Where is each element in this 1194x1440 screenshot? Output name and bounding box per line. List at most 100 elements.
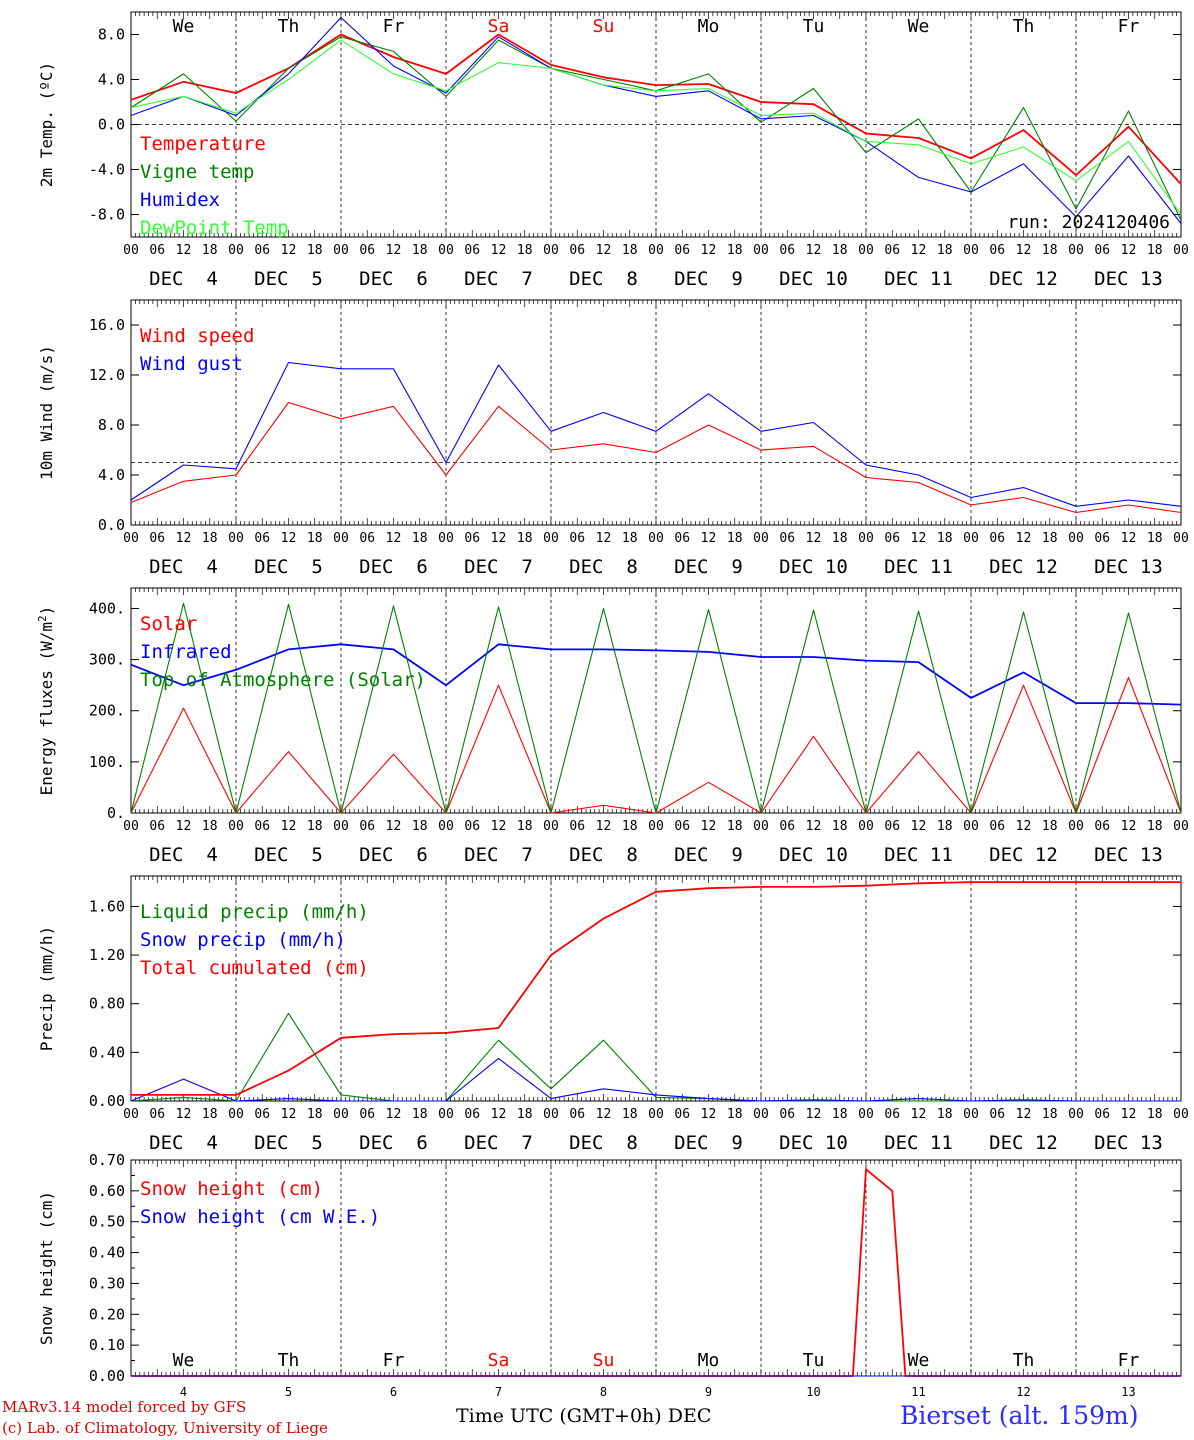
hour-tick-label: 12	[386, 531, 402, 546]
hour-tick-label: 18	[1147, 819, 1163, 834]
weekday-label-top: Fr	[383, 16, 405, 37]
legend-entry: Liquid precip (mm/h)	[140, 901, 369, 923]
hour-tick-label: 12	[806, 1107, 822, 1122]
hour-tick-label: 18	[307, 819, 323, 834]
date-label: DEC 12	[989, 556, 1058, 578]
hour-tick-label: 12	[806, 531, 822, 546]
date-label: DEC 13	[1094, 268, 1163, 290]
run-label: run: 2024120406	[1007, 212, 1170, 233]
hour-tick-label: 06	[989, 1107, 1005, 1122]
hour-tick-label: 00	[333, 531, 349, 546]
hour-tick-label: 18	[517, 243, 533, 258]
hour-tick-label: 06	[884, 819, 900, 834]
hour-tick-label: 00	[1068, 1107, 1084, 1122]
weekday-label-top: Su	[593, 16, 615, 37]
date-label: DEC 9	[674, 844, 743, 866]
hour-tick-label: 06	[674, 1107, 690, 1122]
y-tick-label: 0.50	[89, 1213, 125, 1231]
hour-tick-label: 00	[858, 243, 874, 258]
hour-tick-label: 18	[1147, 243, 1163, 258]
hour-tick-label: 06	[1094, 819, 1110, 834]
hour-tick-label: 06	[779, 531, 795, 546]
hour-tick-label: 00	[753, 531, 769, 546]
y-axis-title: Snow height (cm)	[37, 1191, 56, 1345]
hour-tick-label: 12	[701, 819, 717, 834]
y-tick-label: 0.60	[89, 1182, 125, 1200]
y-tick-label: 4.0	[98, 71, 125, 89]
date-label: DEC 9	[674, 268, 743, 290]
hour-tick-label: 06	[359, 531, 375, 546]
date-label: DEC 5	[254, 556, 323, 578]
date-label: DEC 4	[149, 1132, 218, 1154]
weekday-label-bottom: Fr	[383, 1350, 405, 1371]
y-tick-label: -4.0	[89, 161, 125, 179]
hour-tick-label: 12	[281, 531, 297, 546]
hour-tick-label: 06	[569, 243, 585, 258]
hour-tick-label: 00	[648, 243, 664, 258]
hour-tick-label: 18	[517, 531, 533, 546]
day-number: 10	[806, 1385, 820, 1399]
y-tick-label: 300.	[89, 651, 125, 669]
hour-tick-label: 18	[517, 819, 533, 834]
hour-tick-label: 18	[832, 531, 848, 546]
weekday-label-top: Th	[1013, 16, 1035, 37]
hour-tick-label: 06	[149, 243, 165, 258]
date-label: DEC 8	[569, 556, 638, 578]
hour-tick-label: 00	[963, 819, 979, 834]
hour-tick-label: 12	[1016, 1107, 1032, 1122]
hour-tick-label: 00	[1173, 819, 1189, 834]
day-number: 8	[600, 1385, 607, 1399]
hour-tick-label: 06	[989, 243, 1005, 258]
hour-tick-label: 00	[858, 819, 874, 834]
hour-tick-label: 06	[359, 819, 375, 834]
day-number: 11	[911, 1385, 925, 1399]
date-label: DEC 12	[989, 844, 1058, 866]
y-tick-label: 1.60	[89, 897, 125, 915]
hour-tick-label: 18	[1147, 1107, 1163, 1122]
weekday-label-bottom: We	[908, 1350, 930, 1371]
hour-tick-label: 06	[779, 243, 795, 258]
hour-tick-label: 06	[884, 243, 900, 258]
date-label: DEC 10	[779, 268, 848, 290]
y-tick-label: 0.00	[89, 1092, 125, 1110]
hour-tick-label: 00	[648, 531, 664, 546]
hour-tick-label: 12	[281, 1107, 297, 1122]
plot-frame	[130, 587, 1182, 814]
date-label: DEC 10	[779, 844, 848, 866]
hour-tick-label: 18	[937, 819, 953, 834]
day-number: 13	[1121, 1385, 1135, 1399]
date-label: DEC 7	[464, 1132, 533, 1154]
hour-tick-label: 18	[1042, 243, 1058, 258]
weekday-label-bottom: Fr	[1118, 1350, 1140, 1371]
hour-tick-label: 00	[1068, 819, 1084, 834]
hour-tick-label: 00	[123, 1107, 139, 1122]
hour-tick-label: 12	[176, 819, 192, 834]
y-axis-title: Precip (mm/h)	[37, 926, 56, 1051]
date-label: DEC 4	[149, 844, 218, 866]
hour-tick-label: 06	[779, 1107, 795, 1122]
series-line-dewpoint-temp	[130, 39, 1182, 215]
y-tick-label: 100.	[89, 753, 125, 771]
day-number: 12	[1016, 1385, 1030, 1399]
hour-tick-label: 06	[149, 819, 165, 834]
hour-tick-label: 12	[176, 243, 192, 258]
date-label: DEC 11	[884, 556, 953, 578]
hour-tick-label: 12	[1121, 1107, 1137, 1122]
y-tick-label: 0.30	[89, 1274, 125, 1292]
hour-tick-label: 12	[911, 531, 927, 546]
hour-tick-label: 18	[202, 1107, 218, 1122]
hour-tick-label: 12	[491, 1107, 507, 1122]
series-line-snow-precip-mm-h	[130, 1057, 1181, 1102]
y-tick-label: 0.10	[89, 1336, 125, 1354]
legend-entry: Top of Atmosphere (Solar)	[140, 669, 426, 691]
day-number: 7	[495, 1385, 502, 1399]
legend-entry: Snow height (cm W.E.)	[140, 1206, 380, 1228]
hour-tick-label: 06	[464, 819, 480, 834]
hour-tick-label: 00	[648, 1107, 664, 1122]
hour-tick-label: 18	[832, 1107, 848, 1122]
hour-tick-label: 00	[648, 819, 664, 834]
date-label: DEC 8	[569, 1132, 638, 1154]
weekday-label-bottom: Mo	[698, 1350, 720, 1371]
legend-entry: Humidex	[140, 189, 220, 211]
